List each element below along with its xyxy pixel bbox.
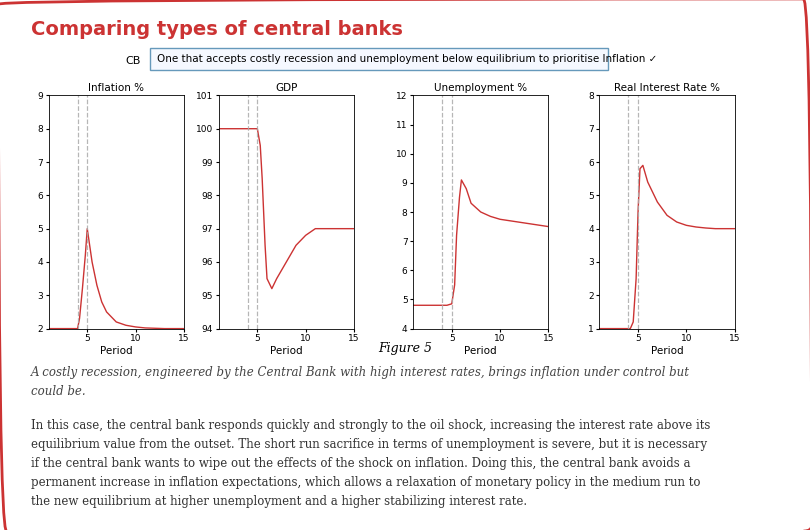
X-axis label: Period: Period [650, 346, 684, 356]
Title: GDP: GDP [275, 83, 297, 93]
Title: Inflation %: Inflation % [88, 83, 144, 93]
Title: Unemployment %: Unemployment % [434, 83, 527, 93]
FancyBboxPatch shape [150, 48, 608, 70]
Text: Figure 5: Figure 5 [378, 342, 432, 355]
Text: A costly recession, engineered by the Central Bank with high interest rates, bri: A costly recession, engineered by the Ce… [31, 366, 690, 398]
Text: One that accepts costly recession and unemployment below equilibrium to prioriti: One that accepts costly recession and un… [156, 54, 657, 64]
X-axis label: Period: Period [464, 346, 497, 356]
X-axis label: Period: Period [270, 346, 303, 356]
Text: CB: CB [126, 56, 141, 66]
Title: Real Interest Rate %: Real Interest Rate % [614, 83, 720, 93]
X-axis label: Period: Period [100, 346, 133, 356]
Text: Comparing types of central banks: Comparing types of central banks [31, 20, 403, 39]
Text: In this case, the central bank responds quickly and strongly to the oil shock, i: In this case, the central bank responds … [31, 419, 710, 508]
